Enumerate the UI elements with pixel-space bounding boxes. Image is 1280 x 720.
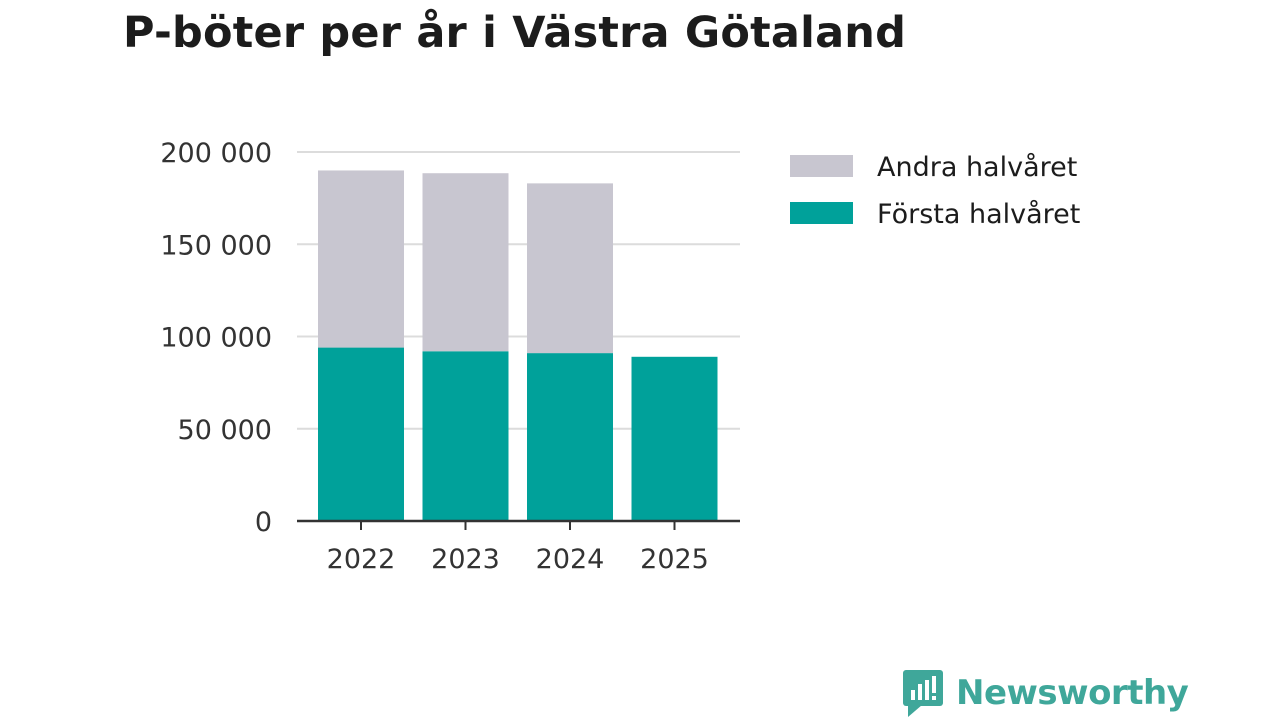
legend-label: Första halvåret <box>877 199 1080 230</box>
y-tick-label: 100 000 <box>160 323 272 354</box>
y-tick-label: 200 000 <box>160 138 272 169</box>
legend-label: Andra halvåret <box>877 152 1077 183</box>
x-tick-label: 2022 <box>327 544 396 575</box>
bar-segment <box>631 356 718 521</box>
newsworthy-logo: Newsworthy <box>902 668 1189 718</box>
bar-segment <box>527 183 613 354</box>
y-tick-label: 150 000 <box>160 230 272 261</box>
chart-title: P-böter per år i Västra Götaland <box>123 8 907 58</box>
bar-segment <box>422 173 509 352</box>
x-tick-label: 2023 <box>431 544 500 575</box>
legend-swatch <box>790 155 853 177</box>
brand-name: Newsworthy <box>956 673 1189 713</box>
bar-segment <box>318 347 404 521</box>
axes: 0 50 000 100 000 150 000 200 000 2022 2023 2024… <box>160 138 740 575</box>
bars <box>318 170 718 521</box>
legend: Andra halvåret Första halvåret <box>790 152 1080 230</box>
x-tick-label: 2024 <box>536 544 605 575</box>
legend-swatch <box>790 202 853 224</box>
bar-segment <box>318 170 404 348</box>
y-tick-label: 50 000 <box>178 415 272 446</box>
bar-chart-speech-bubble-icon <box>903 670 943 717</box>
bar-segment <box>527 353 613 521</box>
x-tick-label: 2025 <box>640 544 709 575</box>
bar-segment <box>422 351 509 521</box>
y-tick-label: 0 <box>255 507 272 538</box>
